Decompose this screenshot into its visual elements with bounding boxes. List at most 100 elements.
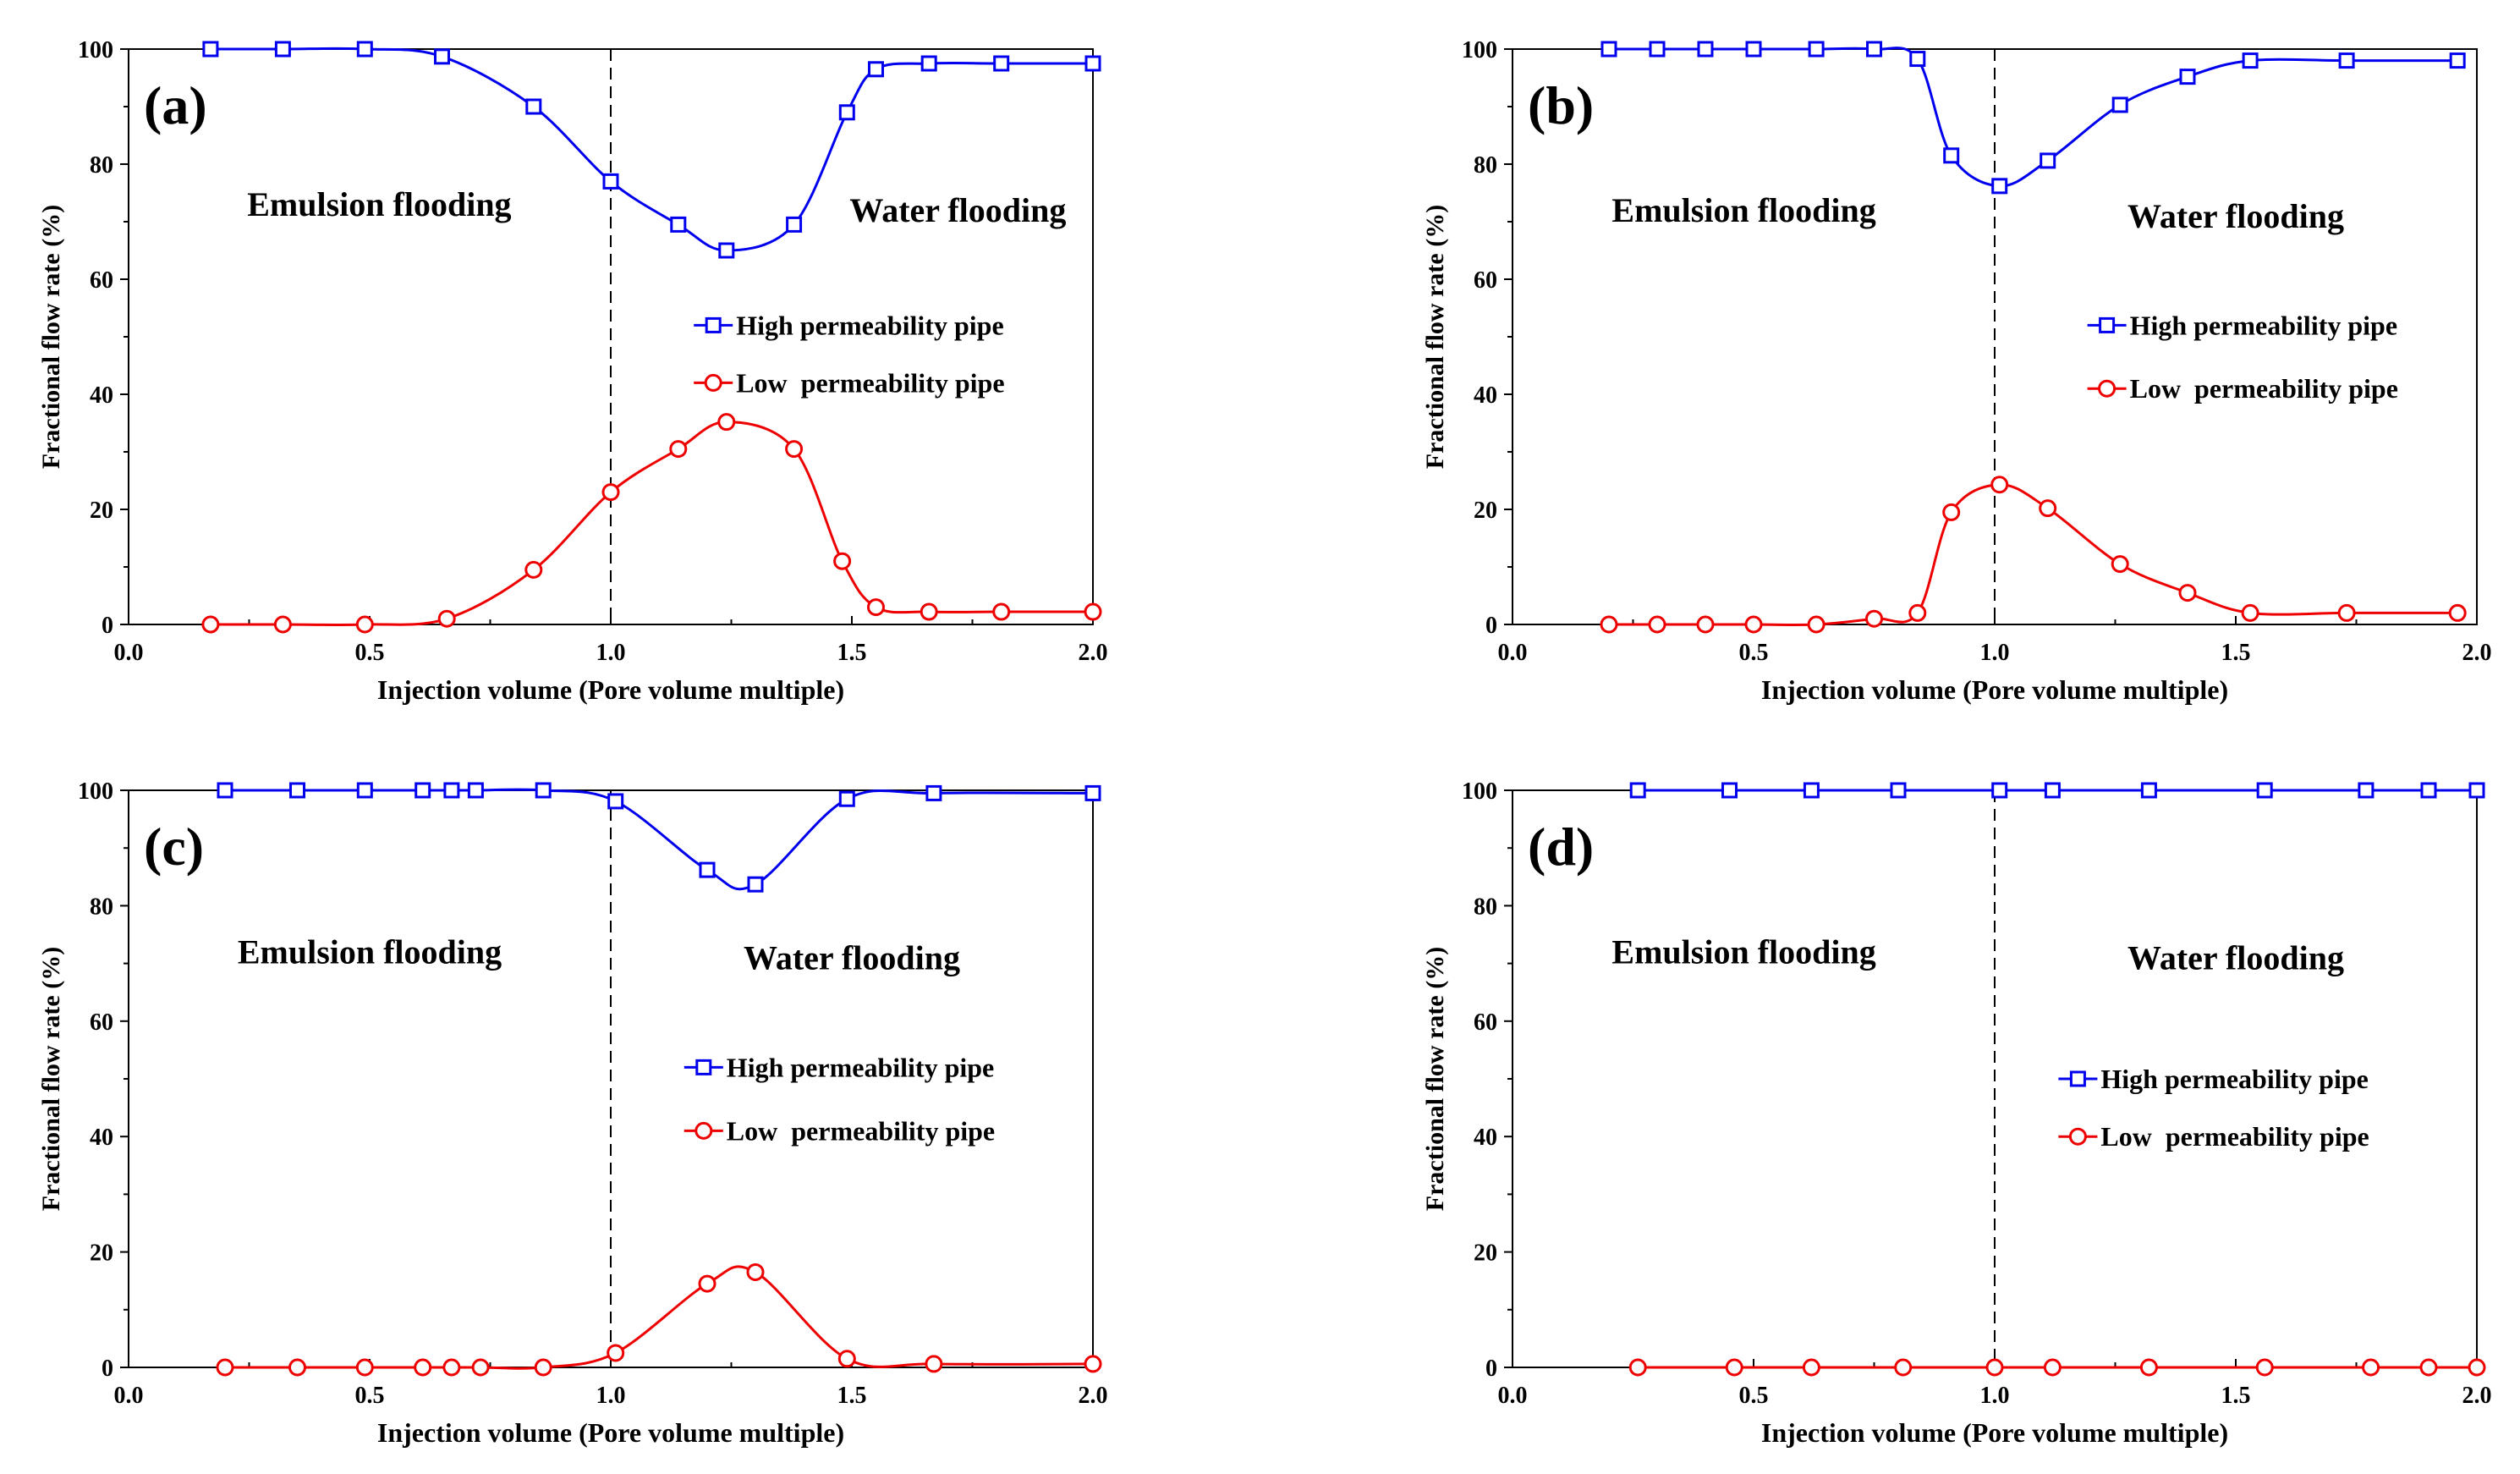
- data-point-square: [2256, 782, 2273, 799]
- data-point-circle: [1990, 476, 2009, 494]
- data-point-circle: [785, 440, 804, 459]
- y-axis-label: Fractional flow rate (%): [37, 947, 65, 1211]
- y-tick-label: 60: [90, 267, 113, 294]
- data-point-square: [1890, 782, 1907, 799]
- data-point-circle: [1084, 1355, 1102, 1373]
- data-point-circle: [698, 1274, 716, 1293]
- y-tick-label: 100: [1462, 778, 1497, 805]
- data-point-square: [868, 61, 884, 78]
- data-point-circle: [1942, 503, 1961, 521]
- data-point-square: [920, 55, 937, 72]
- data-point-square: [1084, 784, 1101, 801]
- x-tick-label: 1.0: [1980, 1383, 2010, 1409]
- legend-marker-square: [2099, 316, 2116, 333]
- legend-marker-square: [2069, 1070, 2086, 1087]
- y-tick-label: 80: [1474, 152, 1497, 179]
- y-tick-label: 0: [1485, 613, 1497, 639]
- data-point-circle: [601, 483, 620, 502]
- panel-label: (b): [1528, 75, 1594, 135]
- x-tick-label: 1.5: [2221, 640, 2251, 666]
- y-tick-label: 0: [1485, 1356, 1497, 1382]
- data-point-circle: [524, 560, 543, 579]
- data-point-circle: [1628, 1358, 1647, 1377]
- data-point-square: [1600, 41, 1617, 58]
- data-point-square: [2111, 96, 2128, 113]
- data-point-square: [1808, 41, 1825, 58]
- region-label-water: Water flooding: [849, 191, 1066, 229]
- y-tick-label: 60: [1474, 267, 1497, 294]
- region-label-emulsion: Emulsion flooding: [238, 933, 502, 971]
- data-point-circle: [1865, 609, 1883, 628]
- data-point-circle: [1696, 615, 1715, 634]
- y-tick-label: 60: [1474, 1009, 1497, 1036]
- y-tick-label: 100: [78, 778, 113, 805]
- data-point-square: [415, 782, 431, 799]
- data-point-square: [1909, 51, 1926, 68]
- data-point-square: [1649, 41, 1666, 58]
- data-point-square: [838, 104, 855, 121]
- data-point-circle: [201, 615, 220, 634]
- series-low-permeability: [216, 1262, 1102, 1377]
- data-point-circle: [2468, 1358, 2486, 1377]
- y-tick-label: 20: [1474, 498, 1497, 524]
- region-label-emulsion: Emulsion flooding: [1611, 191, 1875, 229]
- data-point-square: [2449, 52, 2466, 69]
- x-axis-label: Injection volume (Pore volume multiple): [377, 1417, 844, 1448]
- data-point-square: [356, 782, 373, 799]
- legend-label-high: High permeability pipe: [2100, 1064, 2368, 1094]
- x-tick-label: 0.5: [1739, 640, 1769, 666]
- data-point-square: [1084, 55, 1101, 72]
- y-tick-label: 40: [1474, 1125, 1497, 1151]
- data-point-square: [535, 782, 552, 799]
- x-tick-label: 1.0: [596, 640, 626, 666]
- y-tick-label: 100: [78, 37, 113, 63]
- data-point-square: [1721, 782, 1738, 799]
- data-point-square: [2338, 52, 2355, 69]
- legend: High permeability pipe Low permeability p…: [2058, 1064, 2369, 1152]
- x-tick-label: 0.5: [1739, 1383, 1769, 1409]
- data-point-circle: [2178, 584, 2197, 602]
- series-line: [224, 788, 1094, 891]
- data-point-circle: [920, 602, 938, 621]
- data-point-square: [1943, 147, 1960, 164]
- legend-marker-circle: [695, 1121, 713, 1140]
- data-point-circle: [1744, 615, 1763, 634]
- x-tick-label: 0.0: [114, 1383, 144, 1409]
- data-point-square: [1991, 178, 2008, 195]
- x-axis-label: Injection volume (Pore volume multiple): [377, 674, 844, 705]
- data-point-square: [202, 41, 219, 58]
- data-point-circle: [288, 1358, 306, 1377]
- data-point-circle: [833, 552, 852, 570]
- region-label-water: Water flooding: [744, 938, 960, 976]
- x-tick-label: 0.5: [355, 640, 385, 666]
- data-point-square: [2040, 152, 2056, 169]
- data-point-circle: [2139, 1358, 2158, 1377]
- x-tick-label: 1.5: [2221, 1383, 2251, 1409]
- legend-label-low: Low permeability pipe: [2100, 1121, 2369, 1152]
- data-point-square: [1866, 41, 1882, 58]
- data-point-square: [2468, 782, 2485, 799]
- data-point-square: [993, 55, 1010, 72]
- data-point-circle: [273, 615, 292, 634]
- data-point-circle: [837, 1350, 856, 1368]
- data-point-square: [1745, 41, 1762, 58]
- y-tick-label: 80: [1474, 894, 1497, 920]
- panel-a: 0.0 0.5 1.0 1.5 2.0 0 20 40 60 80 100 Injection vol…: [37, 37, 1108, 705]
- data-point-circle: [717, 413, 736, 432]
- data-point-square: [356, 41, 373, 58]
- data-point-square: [2420, 782, 2437, 799]
- data-point-square: [838, 790, 855, 807]
- y-axis-label: Fractional flow rate (%): [1421, 947, 1449, 1211]
- series-high-permeability: [1600, 41, 2466, 195]
- region-label-emulsion: Emulsion flooding: [247, 185, 511, 223]
- data-point-circle: [442, 1358, 461, 1377]
- y-tick-label: 40: [1474, 382, 1497, 409]
- data-point-circle: [925, 1355, 943, 1373]
- data-point-square: [602, 173, 619, 190]
- legend: High permeability pipe Low permeability p…: [684, 1052, 995, 1146]
- data-point-square: [467, 782, 484, 799]
- data-point-circle: [2337, 603, 2356, 622]
- data-point-circle: [355, 615, 374, 634]
- legend-label-low: Low permeability pipe: [2130, 373, 2398, 404]
- series-line: [1608, 47, 2458, 188]
